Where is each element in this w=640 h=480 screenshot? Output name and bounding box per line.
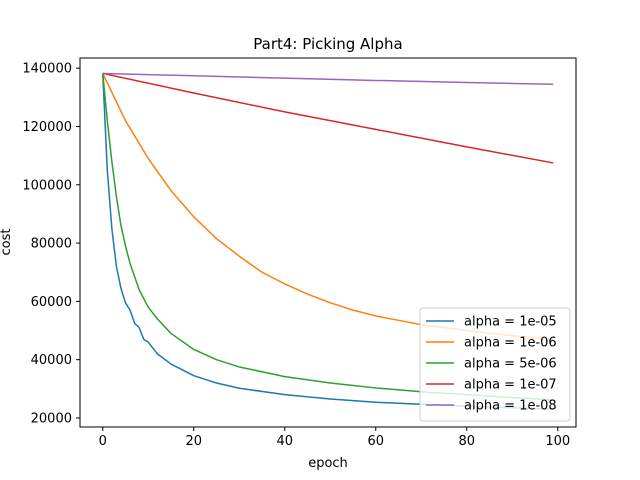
x-tick-label: 80 (459, 434, 476, 449)
chart-title: Part4: Picking Alpha (253, 35, 402, 53)
series-line-1 (102, 73, 554, 341)
y-axis-ticks: 20000 40000 60000 80000 100000 120000 140000 (22, 62, 80, 426)
series-line-4 (102, 72, 554, 85)
legend-label: alpha = 1e-05 (464, 315, 557, 330)
y-tick-label: 20000 (31, 411, 72, 426)
x-tick-label: 20 (185, 434, 202, 449)
x-tick-label: 60 (368, 434, 385, 449)
legend-label: alpha = 1e-07 (464, 378, 557, 393)
legend-box (419, 307, 571, 422)
x-tick-label: 40 (276, 434, 293, 449)
x-tick-label: 100 (545, 434, 570, 449)
legend: alpha = 1e-05 alpha = 1e-06 alpha = 5e-06 a… (419, 307, 571, 422)
legend-label: alpha = 1e-08 (464, 399, 557, 414)
y-axis-label: cost (0, 229, 14, 256)
series-line-2 (102, 73, 554, 401)
x-axis-label: epoch (308, 456, 348, 471)
y-tick-label: 60000 (31, 295, 72, 310)
plot-area (79, 57, 577, 428)
y-tick-label: 140000 (22, 62, 72, 77)
y-tick-label: 100000 (22, 178, 72, 193)
y-tick-label: 80000 (31, 237, 72, 252)
x-tick-label: 0 (99, 434, 107, 449)
legend-label: alpha = 5e-06 (464, 357, 557, 372)
legend-label: alpha = 1e-06 (464, 336, 557, 351)
y-tick-label: 120000 (22, 120, 72, 135)
axes-frame (79, 57, 577, 428)
y-tick-label: 40000 (31, 353, 72, 368)
series-line-3 (102, 72, 554, 164)
x-axis-ticks: 0 20 40 60 80 100 (99, 427, 570, 449)
series-line-0 (102, 73, 554, 410)
